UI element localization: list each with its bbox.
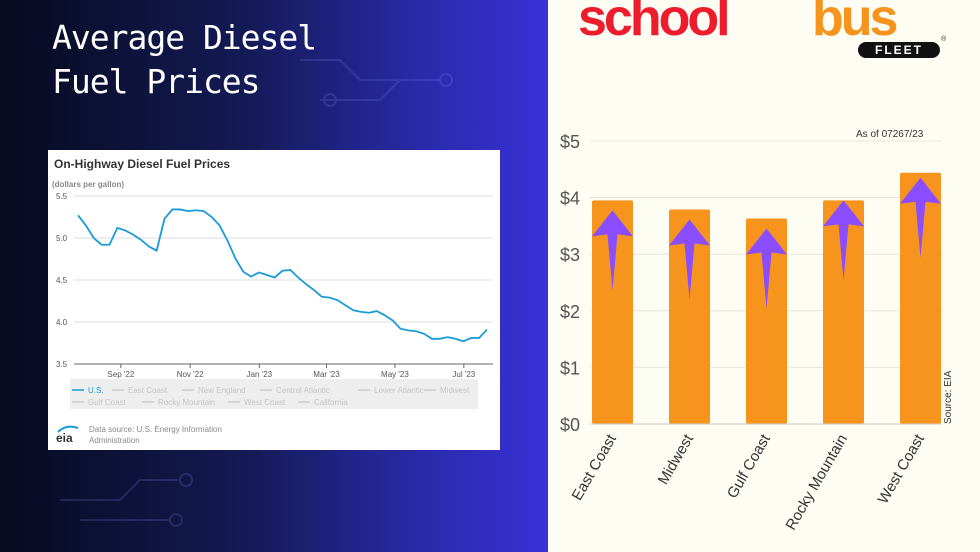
title-line-2: Fuel Prices — [52, 62, 261, 101]
logo-school: school — [578, 0, 731, 47]
up-arrow-icon — [900, 177, 941, 258]
logo-registered: ® — [941, 36, 947, 43]
as-of-annotation: As of 07267/23 — [856, 129, 924, 140]
eia-chart-card: On-Highway Diesel Fuel Prices (dollars pe… — [48, 150, 500, 450]
logo-bus: bus — [812, 0, 898, 47]
y-tick-label: $3 — [560, 245, 580, 265]
legend-item: Midwest — [440, 386, 470, 395]
us-series-line — [77, 208, 488, 343]
y-tick-label: $2 — [560, 302, 580, 322]
page-title: Average Diesel Fuel Prices — [52, 16, 317, 104]
legend-item: East Coast — [128, 386, 168, 395]
y-tick-label: 3.5 — [56, 360, 68, 369]
x-tick-label: May '23 — [381, 370, 409, 379]
circuit-decoration — [60, 59, 453, 527]
x-tick-label: Jan '23 — [247, 370, 273, 379]
y-tick-label: 5.5 — [56, 192, 68, 201]
logo-fleet: FLEET — [858, 42, 940, 58]
legend-item: Lower Atlantic — [374, 386, 424, 395]
y-tick-label: 5.0 — [56, 234, 68, 243]
legend-item: U.S. — [88, 386, 104, 395]
x-category-label: Rocky Mountain — [782, 432, 851, 534]
y-tick-label: 4.0 — [56, 318, 68, 327]
legend-item: Rocky Mountain — [158, 398, 215, 407]
y-tick-label: $4 — [560, 189, 580, 209]
data-source-line-2: Administration — [89, 436, 140, 445]
up-arrow-icon — [823, 200, 864, 281]
bar-gulf-coast — [746, 218, 787, 424]
y-axis-label: (dollars per gallon) — [52, 180, 124, 189]
left-panel: Average Diesel Fuel Prices On-Highway Di… — [0, 0, 548, 552]
up-arrow-icon — [746, 228, 787, 309]
up-arrow-icon — [669, 219, 710, 300]
y-tick-label: $5 — [560, 132, 580, 152]
bar-midwest — [669, 209, 710, 424]
x-category-label: East Coast — [569, 431, 621, 504]
right-panel: $0 $1 $2 $3 $4 $5 As of 07267/23 East Coast Midw… — [548, 0, 980, 552]
y-tick-label: $1 — [560, 358, 580, 378]
chart-title: On-Highway Diesel Fuel Prices — [54, 157, 230, 171]
title-line-1: Average Diesel — [52, 18, 317, 57]
bar-east-coast — [592, 200, 633, 424]
legend-item: New England — [198, 386, 246, 395]
eia-logo: eia — [56, 431, 73, 445]
data-source-line-1: Data source: U.S. Energy Information — [89, 425, 222, 434]
x-tick-label: Jul '23 — [452, 370, 475, 379]
up-arrow-icon — [592, 210, 633, 291]
y-tick-label: 4.5 — [56, 276, 68, 285]
legend-box — [70, 379, 478, 409]
legend-item: West Coast — [244, 398, 286, 407]
legend-item: Central Atlantic — [276, 386, 330, 395]
x-tick-label: Mar '23 — [313, 370, 340, 379]
line-chart: On-Highway Diesel Fuel Prices (dollars pe… — [52, 157, 493, 445]
bar-rocky-mountain — [823, 200, 864, 424]
y-tick-label: $0 — [560, 415, 580, 435]
source-label: Source: EIA — [943, 370, 954, 424]
legend-item: Gulf Coast — [88, 398, 127, 407]
bar-west-coast — [900, 172, 941, 424]
legend-item: California — [314, 398, 348, 407]
x-category-label: Midwest — [655, 431, 698, 488]
x-category-label: West Coast — [875, 431, 929, 507]
x-category-label: Gulf Coast — [724, 431, 775, 502]
bar-chart: $0 $1 $2 $3 $4 $5 As of 07267/23 East Coast Midw… — [560, 129, 954, 534]
eia-logo-arc — [57, 425, 79, 433]
x-tick-label: Nov '22 — [177, 370, 204, 379]
x-tick-label: Sep '22 — [107, 370, 134, 379]
